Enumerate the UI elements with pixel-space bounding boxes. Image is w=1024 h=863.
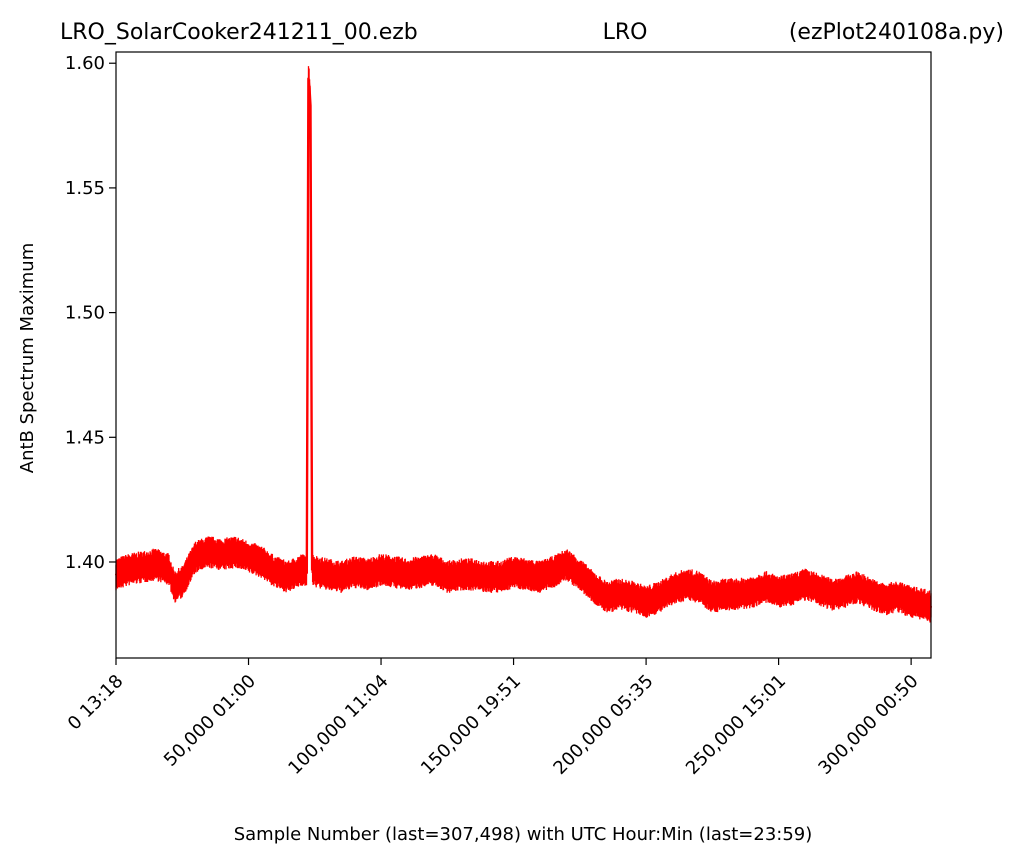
data-point (316, 571, 319, 573)
data-point (764, 585, 767, 588)
x-axis-label: Sample Number (last=307,498) with UTC Ho… (234, 824, 813, 845)
data-point (472, 573, 475, 576)
data-point (512, 571, 515, 573)
x-tick-label: 250,000 15:01 (682, 671, 790, 779)
data-point (311, 568, 314, 571)
script-title: (ezPlot240108a.py) (789, 20, 1004, 45)
data-point (459, 573, 462, 576)
data-point (790, 588, 793, 591)
data-point (631, 595, 634, 598)
data-point (896, 595, 899, 598)
data-point (817, 588, 820, 591)
y-tick-label: 1.40 (65, 552, 105, 573)
data-point (207, 551, 210, 553)
y-tick-label: 1.45 (65, 427, 105, 448)
data-point (578, 573, 581, 576)
data-point (327, 573, 329, 576)
data-point (910, 600, 913, 603)
data-point (684, 583, 687, 586)
data-point (154, 563, 157, 566)
data-point (308, 87, 311, 90)
data-point (883, 598, 886, 601)
y-tick-label: 1.60 (65, 53, 105, 74)
y-axis: 1.40 1.45 1.50 1.55 1.60 (65, 53, 116, 573)
x-axis: 0 13:18 50,000 01:00 100,000 11:04 150,000 … (64, 658, 923, 779)
x-tick-label: 100,000 11:04 (284, 671, 392, 779)
series-line-0 (115, 78, 932, 609)
series-noise-band (115, 66, 932, 623)
data-point (221, 553, 223, 556)
data-point (446, 576, 449, 578)
data-point (128, 568, 131, 571)
data-point (645, 600, 648, 603)
data-point (923, 603, 926, 606)
x-tick-label: 0 13:18 (64, 671, 128, 735)
data-point (141, 566, 144, 568)
data-point (307, 77, 310, 80)
data-point (234, 551, 237, 553)
data-point (380, 568, 382, 571)
data-point (353, 571, 356, 573)
data-point (830, 593, 833, 596)
data-point (751, 590, 754, 593)
data-point (565, 563, 568, 566)
data-point (406, 573, 409, 576)
data-point (499, 576, 502, 578)
data-point (340, 576, 343, 578)
data-point (181, 580, 184, 583)
data-point (539, 576, 542, 578)
data-point (393, 571, 396, 573)
data-point (168, 568, 170, 571)
data-point (857, 585, 860, 588)
data-point (433, 568, 436, 571)
data-point (671, 588, 674, 591)
data-point (592, 585, 595, 588)
data-point (486, 576, 489, 578)
y-tick-label: 1.55 (65, 178, 105, 199)
data-point (419, 571, 422, 573)
data-point (525, 573, 528, 576)
x-tick-label: 200,000 05:35 (549, 671, 657, 779)
y-tick-label: 1.50 (65, 303, 105, 324)
station-title: LRO (603, 20, 648, 45)
y-axis-label: AntB Spectrum Maximum (17, 243, 38, 473)
x-tick-label: 300,000 00:50 (814, 671, 922, 779)
x-tick-label: 150,000 19:51 (417, 671, 525, 779)
data-point (777, 590, 780, 593)
data-point (366, 573, 369, 576)
data-point (698, 585, 701, 588)
data-point (247, 556, 250, 558)
data-point (260, 561, 263, 563)
data-point (605, 595, 608, 598)
plot-frame (115, 51, 932, 659)
data-point (804, 583, 807, 586)
plot-area (115, 66, 932, 623)
data-point (552, 571, 555, 573)
file-title: LRO_SolarCooker241211_00.ezb (60, 20, 418, 45)
data-point (300, 568, 303, 571)
data-point (711, 595, 714, 598)
x-tick-label: 50,000 01:00 (160, 671, 260, 771)
data-point (843, 590, 846, 593)
data-point (658, 595, 661, 598)
data-point (287, 576, 290, 578)
data-point (724, 593, 727, 596)
data-point (870, 593, 873, 596)
data-point (305, 571, 308, 573)
data-point (309, 104, 312, 107)
data-point (274, 571, 276, 573)
data-point (194, 556, 197, 558)
data-point (618, 593, 621, 596)
data-point (173, 585, 176, 588)
data-point (737, 593, 740, 596)
